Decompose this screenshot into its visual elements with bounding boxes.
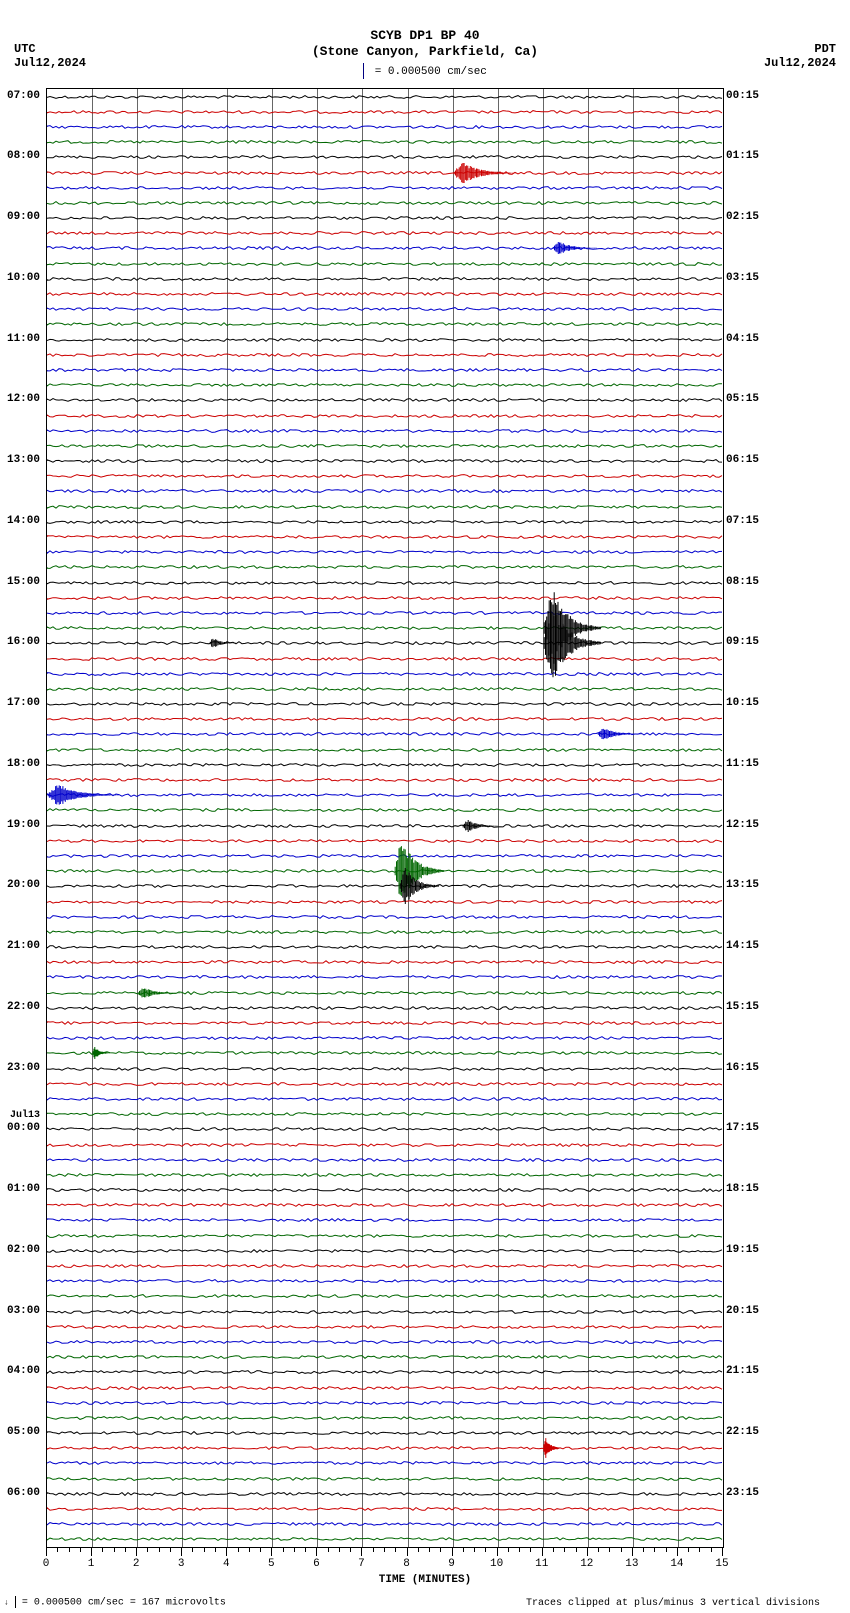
utc-time-label: 05:00 bbox=[7, 1426, 40, 1438]
plot-header: SCYB DP1 BP 40 (Stone Canyon, Parkfield,… bbox=[0, 0, 850, 59]
pdt-time-label: 18:15 bbox=[726, 1183, 759, 1195]
pdt-time-label: 02:15 bbox=[726, 211, 759, 223]
utc-time-label: 08:00 bbox=[7, 150, 40, 162]
scale-bar-icon bbox=[363, 63, 364, 79]
scale-indicator: = 0.000500 cm/sec bbox=[0, 63, 850, 79]
x-axis-title: TIME (MINUTES) bbox=[0, 1574, 850, 1586]
utc-time-label: 10:00 bbox=[7, 272, 40, 284]
utc-time-label: 23:00 bbox=[7, 1062, 40, 1074]
utc-time-label: 17:00 bbox=[7, 697, 40, 709]
pdt-time-label: 22:15 bbox=[726, 1426, 759, 1438]
scale-text: = 0.000500 cm/sec bbox=[375, 66, 487, 78]
utc-time-label: 03:00 bbox=[7, 1305, 40, 1317]
utc-time-label: 12:00 bbox=[7, 393, 40, 405]
pdt-time-label: 04:15 bbox=[726, 333, 759, 345]
day-break-label: Jul13 bbox=[10, 1110, 40, 1121]
pdt-time-label: 21:15 bbox=[726, 1365, 759, 1377]
pdt-time-label: 19:15 bbox=[726, 1244, 759, 1256]
utc-time-label: 00:00 bbox=[7, 1122, 40, 1134]
utc-time-label: 11:00 bbox=[7, 333, 40, 345]
plot-area bbox=[46, 88, 724, 1548]
pdt-time-label: 20:15 bbox=[726, 1305, 759, 1317]
utc-time-label: 02:00 bbox=[7, 1244, 40, 1256]
pdt-time-label: 08:15 bbox=[726, 576, 759, 588]
utc-time-label: 18:00 bbox=[7, 758, 40, 770]
footer-clip-text: Traces clipped at plus/minus 3 vertical … bbox=[526, 1598, 820, 1609]
pdt-time-label: 03:15 bbox=[726, 272, 759, 284]
utc-time-label: 01:00 bbox=[7, 1183, 40, 1195]
pdt-time-label: 09:15 bbox=[726, 636, 759, 648]
pdt-time-label: 12:15 bbox=[726, 819, 759, 831]
pdt-time-label: 15:15 bbox=[726, 1001, 759, 1013]
footer-scale-text: ↓ = 0.000500 cm/sec = 167 microvolts bbox=[4, 1596, 226, 1609]
utc-time-label: 09:00 bbox=[7, 211, 40, 223]
title-line-1: SCYB DP1 BP 40 bbox=[0, 28, 850, 44]
utc-time-label: 07:00 bbox=[7, 90, 40, 102]
utc-time-label: 06:00 bbox=[7, 1487, 40, 1499]
pdt-date-label: PDT Jul12,2024 bbox=[764, 42, 836, 70]
utc-time-label: 19:00 bbox=[7, 819, 40, 831]
pdt-time-label: 05:15 bbox=[726, 393, 759, 405]
utc-time-label: 21:00 bbox=[7, 940, 40, 952]
pdt-time-label: 14:15 bbox=[726, 940, 759, 952]
utc-time-label: 15:00 bbox=[7, 576, 40, 588]
pdt-time-label: 07:15 bbox=[726, 515, 759, 527]
pdt-time-label: 10:15 bbox=[726, 697, 759, 709]
x-axis-ticks: 0123456789101112131415 bbox=[46, 1548, 722, 1558]
pdt-time-label: 17:15 bbox=[726, 1122, 759, 1134]
pdt-time-label: 13:15 bbox=[726, 879, 759, 891]
pdt-time-label: 16:15 bbox=[726, 1062, 759, 1074]
utc-time-label: 13:00 bbox=[7, 454, 40, 466]
pdt-time-label: 06:15 bbox=[726, 454, 759, 466]
pdt-time-label: 00:15 bbox=[726, 90, 759, 102]
utc-time-label: 20:00 bbox=[7, 879, 40, 891]
utc-time-label: 22:00 bbox=[7, 1001, 40, 1013]
utc-time-label: 16:00 bbox=[7, 636, 40, 648]
utc-time-label: 04:00 bbox=[7, 1365, 40, 1377]
pdt-time-label: 01:15 bbox=[726, 150, 759, 162]
seismograph-plot: SCYB DP1 BP 40 (Stone Canyon, Parkfield,… bbox=[0, 0, 850, 1613]
utc-date-label: UTC Jul12,2024 bbox=[14, 42, 86, 70]
utc-time-label: 14:00 bbox=[7, 515, 40, 527]
pdt-time-label: 11:15 bbox=[726, 758, 759, 770]
pdt-time-label: 23:15 bbox=[726, 1487, 759, 1499]
title-line-2: (Stone Canyon, Parkfield, Ca) bbox=[0, 44, 850, 60]
